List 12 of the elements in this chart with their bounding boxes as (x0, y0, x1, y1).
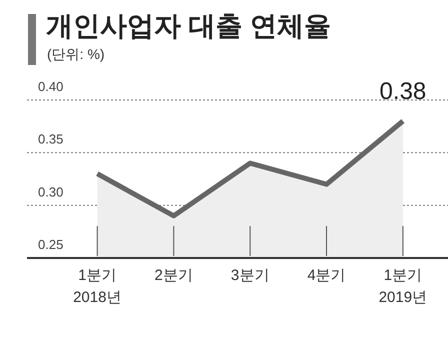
data-label: 0.38 (380, 78, 426, 106)
chart-title: 개인사업자 대출 연체율 (46, 10, 332, 43)
x-tick-label: 1분기 2018년 (73, 267, 122, 306)
x-tick-label: 2분기 (154, 267, 193, 284)
chart-subtitle: (단위: %) (47, 46, 105, 64)
y-tick-label: 0.30 (38, 184, 64, 200)
x-tick-label: 3분기 (230, 267, 270, 284)
x-tick-label: 1분기 2019년 (378, 267, 428, 306)
x-tick-label: 4분기 (307, 267, 346, 284)
y-tick-label: 0.35 (38, 132, 64, 147)
y-tick-label: 0.25 (38, 237, 64, 252)
y-tick-label: 0.40 (38, 79, 64, 94)
